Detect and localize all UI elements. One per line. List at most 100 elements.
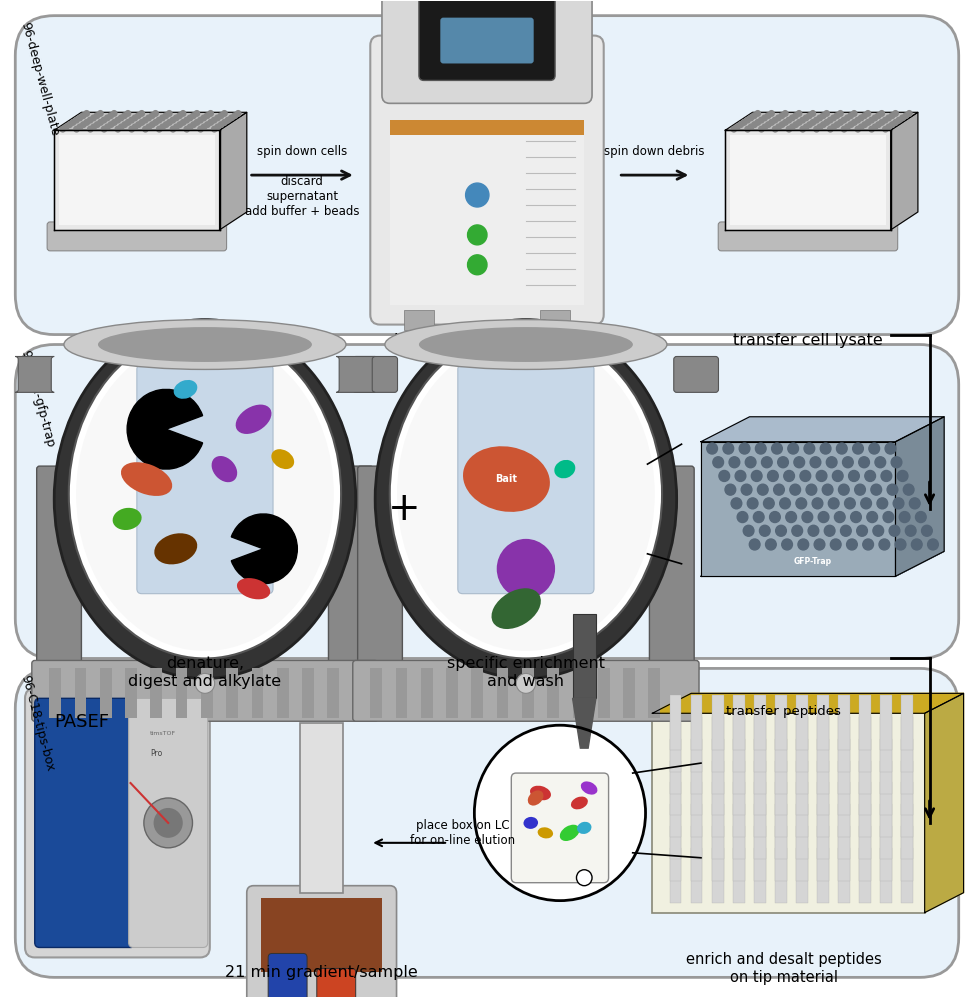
Circle shape: [157, 118, 162, 123]
Bar: [732, 739, 744, 793]
Bar: [670, 848, 682, 902]
Circle shape: [132, 124, 137, 130]
Bar: [573, 614, 596, 699]
Text: spin down debris: spin down debris: [604, 145, 704, 158]
Ellipse shape: [272, 449, 294, 469]
Circle shape: [218, 122, 224, 128]
Bar: [649, 669, 660, 719]
Bar: [126, 669, 137, 719]
Circle shape: [755, 111, 761, 116]
Bar: [796, 717, 807, 771]
Circle shape: [94, 122, 100, 128]
Circle shape: [818, 512, 829, 523]
Bar: [712, 739, 724, 793]
Circle shape: [806, 122, 812, 128]
Circle shape: [869, 118, 875, 123]
Bar: [573, 669, 584, 719]
Polygon shape: [726, 113, 918, 131]
Ellipse shape: [390, 329, 662, 659]
Circle shape: [824, 120, 830, 125]
Circle shape: [793, 122, 799, 128]
Ellipse shape: [385, 319, 667, 369]
Circle shape: [768, 111, 774, 116]
FancyBboxPatch shape: [726, 131, 890, 230]
Circle shape: [119, 115, 124, 121]
Polygon shape: [219, 113, 246, 230]
Circle shape: [862, 122, 868, 128]
Circle shape: [111, 111, 117, 116]
Circle shape: [211, 118, 217, 123]
Polygon shape: [924, 694, 963, 912]
Circle shape: [108, 122, 114, 128]
Bar: [691, 848, 702, 902]
Circle shape: [164, 122, 169, 128]
Circle shape: [855, 127, 861, 132]
Bar: [880, 696, 892, 750]
Circle shape: [737, 512, 748, 523]
Circle shape: [790, 124, 795, 130]
Circle shape: [77, 115, 83, 121]
Circle shape: [745, 127, 750, 132]
Circle shape: [739, 443, 750, 454]
Circle shape: [879, 539, 889, 550]
Circle shape: [758, 484, 768, 495]
Circle shape: [879, 111, 884, 116]
Bar: [775, 826, 787, 881]
Circle shape: [876, 122, 881, 128]
Bar: [732, 717, 744, 771]
Text: denature,
digest and alkylate: denature, digest and alkylate: [129, 657, 281, 689]
Circle shape: [800, 470, 810, 481]
Bar: [880, 804, 892, 859]
Ellipse shape: [419, 327, 633, 362]
Circle shape: [891, 457, 902, 468]
Circle shape: [842, 127, 846, 132]
Ellipse shape: [76, 337, 334, 651]
Circle shape: [893, 111, 898, 116]
Circle shape: [577, 869, 592, 885]
FancyBboxPatch shape: [129, 699, 207, 947]
Circle shape: [129, 118, 134, 123]
Circle shape: [871, 484, 881, 495]
Circle shape: [762, 124, 768, 130]
Ellipse shape: [237, 578, 270, 600]
Circle shape: [776, 124, 781, 130]
Circle shape: [843, 457, 853, 468]
Circle shape: [831, 115, 837, 121]
Circle shape: [889, 525, 900, 536]
Circle shape: [146, 124, 152, 130]
Circle shape: [135, 113, 141, 119]
Circle shape: [822, 484, 833, 495]
Bar: [691, 696, 702, 750]
Circle shape: [810, 457, 821, 468]
Bar: [775, 739, 787, 793]
Bar: [670, 782, 682, 837]
Circle shape: [122, 113, 128, 119]
Bar: [859, 782, 871, 837]
Bar: [100, 669, 112, 719]
Text: lyse cells/bead-beating: lyse cells/bead-beating: [394, 332, 580, 347]
Circle shape: [872, 115, 878, 121]
Bar: [880, 717, 892, 771]
Circle shape: [889, 122, 895, 128]
Circle shape: [143, 127, 148, 132]
Bar: [880, 739, 892, 793]
Bar: [730, 136, 885, 225]
Circle shape: [81, 113, 86, 119]
Bar: [754, 782, 766, 837]
Bar: [732, 760, 744, 815]
Text: PASEF: PASEF: [55, 714, 109, 732]
Circle shape: [927, 539, 938, 550]
Bar: [775, 804, 787, 859]
FancyBboxPatch shape: [357, 466, 402, 692]
Circle shape: [201, 115, 206, 121]
Circle shape: [215, 124, 220, 130]
Circle shape: [115, 127, 121, 132]
Circle shape: [215, 115, 220, 121]
Bar: [670, 739, 682, 793]
Circle shape: [875, 457, 885, 468]
Circle shape: [824, 111, 829, 116]
Circle shape: [755, 120, 761, 125]
Ellipse shape: [528, 790, 543, 805]
Circle shape: [861, 498, 872, 509]
Circle shape: [753, 512, 764, 523]
